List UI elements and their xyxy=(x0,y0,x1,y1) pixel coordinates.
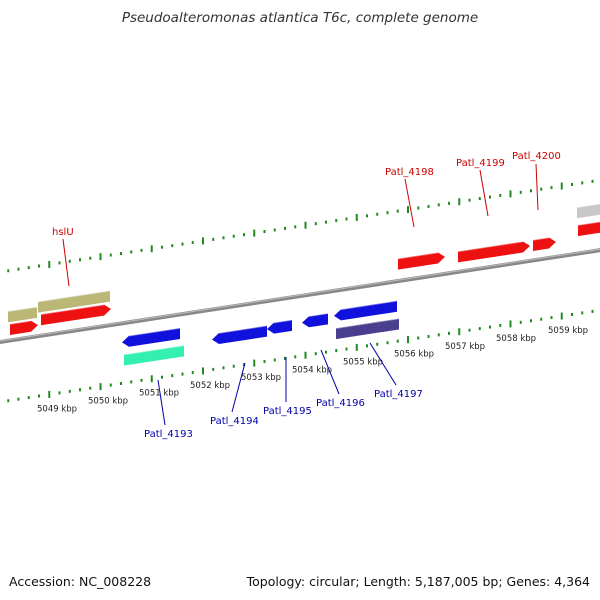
gene-patl-4197-body xyxy=(334,300,397,321)
gene-olive-1-shine xyxy=(7,306,38,313)
gene-patl-4193 xyxy=(122,327,181,347)
map-title: Pseudoalteromonas atlantica T6c, complet… xyxy=(122,10,478,26)
scale-label: 5053 kbp xyxy=(241,373,281,383)
backbone-highlight xyxy=(0,248,600,342)
forward-label-group: Patl_4199 xyxy=(456,158,505,217)
gene-patl-4200 xyxy=(532,236,556,251)
reverse-gene-label[interactable]: Patl_4195 xyxy=(263,406,312,417)
scale-label: 5056 kbp xyxy=(394,350,434,360)
lower-tick-row xyxy=(7,309,594,403)
reverse-label-group: Patl_4196 xyxy=(316,349,365,409)
scale-label: 5055 kbp xyxy=(343,358,383,368)
gene-forward-edge-body xyxy=(578,221,600,237)
forward-leader-line xyxy=(62,238,70,287)
gene-patl-4196 xyxy=(302,312,329,328)
gene-indigo-shine xyxy=(335,317,400,329)
forward-label-group: Patl_4198 xyxy=(385,167,434,228)
reverse-leader-line xyxy=(157,379,166,426)
gene-olive-2-shine xyxy=(37,289,111,303)
forward-gene-label[interactable]: Patl_4198 xyxy=(385,167,434,178)
gene-patl-4194 xyxy=(212,324,268,344)
scale-label: 5051 kbp xyxy=(139,389,179,399)
gene-forward-1 xyxy=(9,320,38,335)
gene-hslU-body xyxy=(41,304,111,326)
gene-patl-4195 xyxy=(267,319,293,334)
gene-gray-edge xyxy=(576,202,600,219)
gene-teal-body xyxy=(124,345,184,366)
reverse-leader-line xyxy=(369,342,397,386)
topology-text: Topology: circular; Length: 5,187,005 bp… xyxy=(246,574,590,589)
reverse-leader-line xyxy=(231,362,246,413)
reverse-label-group: Patl_4193 xyxy=(144,379,193,440)
forward-leader-line xyxy=(479,169,489,217)
scale-label: 5059 kbp xyxy=(548,326,588,336)
gene-patl-4197 xyxy=(334,300,398,321)
gene-forward-1-shine xyxy=(9,320,32,325)
forward-leader-line xyxy=(404,178,415,228)
reverse-gene-label[interactable]: Patl_4193 xyxy=(144,429,193,440)
gene-patl-4200-body xyxy=(533,237,556,251)
gene-patl-4200-shine xyxy=(532,236,550,241)
gene-hslU-shine xyxy=(40,303,105,315)
gene-patl-4194-body xyxy=(212,325,267,344)
kbp-scale: 5049 kbp 5050 kbp 5051 kbp 5052 kbp 5053 kbp… xyxy=(37,326,588,414)
gene-gray-edge-body xyxy=(577,203,600,219)
gene-olive-2 xyxy=(37,289,111,313)
gene-teal-shine xyxy=(123,344,185,356)
scale-label: 5052 kbp xyxy=(190,381,230,391)
gene-labels: hslU Patl_4198 Patl_4199 Patl_4200 Patl_4193… xyxy=(52,151,561,440)
gene-indigo xyxy=(335,317,400,340)
gene-patl-4195-shine xyxy=(273,319,293,324)
reverse-gene-label[interactable]: Patl_4196 xyxy=(316,398,365,409)
gene-patl-4198-body xyxy=(398,252,445,270)
reverse-label-group: Patl_4195 xyxy=(263,357,312,417)
gene-patl-4199 xyxy=(457,240,530,263)
gene-patl-4195-body xyxy=(267,319,292,334)
forward-leader-line xyxy=(535,163,539,211)
gene-patl-4193-body xyxy=(122,327,180,347)
gene-olive-1-body xyxy=(8,306,37,323)
reverse-label-group: Patl_4194 xyxy=(210,362,259,427)
gene-teal xyxy=(123,344,185,366)
reverse-gene-label[interactable]: Patl_4197 xyxy=(374,389,423,400)
forward-gene-label[interactable]: Patl_4199 xyxy=(456,158,505,169)
reverse-gene-label[interactable]: Patl_4194 xyxy=(210,416,259,427)
gene-features xyxy=(7,202,600,366)
tick-marks xyxy=(7,179,594,403)
genome-backbone xyxy=(0,248,600,345)
scale-label: 5049 kbp xyxy=(37,404,77,414)
gene-olive-1 xyxy=(7,306,38,323)
accession-text: Accession: NC_008228 xyxy=(9,574,151,589)
scale-label: 5054 kbp xyxy=(292,365,332,375)
gene-forward-edge xyxy=(577,220,600,237)
reverse-leader-line xyxy=(320,349,340,395)
gene-patl-4199-body xyxy=(458,241,530,263)
gene-forward-edge-shine xyxy=(577,220,600,226)
scale-label: 5058 kbp xyxy=(496,334,536,344)
backbone-line xyxy=(0,248,600,345)
gene-olive-2-body xyxy=(38,290,110,313)
gene-patl-4193-shine xyxy=(128,327,181,337)
gene-patl-4196-shine xyxy=(308,312,329,317)
forward-label-group: Patl_4200 xyxy=(512,151,561,211)
gene-patl-4199-shine xyxy=(457,240,524,253)
gene-forward-1-body xyxy=(10,320,38,335)
gene-indigo-body xyxy=(336,318,399,340)
scale-label: 5057 kbp xyxy=(445,342,485,352)
forward-gene-label[interactable]: hslU xyxy=(52,227,74,238)
gene-gray-edge-shine xyxy=(576,202,600,208)
upper-tick-row xyxy=(7,179,594,273)
forward-label-group: hslU xyxy=(52,227,74,287)
reverse-label-group: Patl_4197 xyxy=(369,342,423,400)
gene-patl-4198-shine xyxy=(397,251,439,260)
scale-label: 5050 kbp xyxy=(88,397,128,407)
gene-hslU xyxy=(40,303,111,326)
gene-patl-4194-shine xyxy=(218,324,268,334)
gene-patl-4198 xyxy=(397,251,445,270)
forward-gene-label[interactable]: Patl_4200 xyxy=(512,151,561,162)
gene-patl-4197-shine xyxy=(340,300,398,311)
gene-patl-4196-body xyxy=(302,313,328,328)
